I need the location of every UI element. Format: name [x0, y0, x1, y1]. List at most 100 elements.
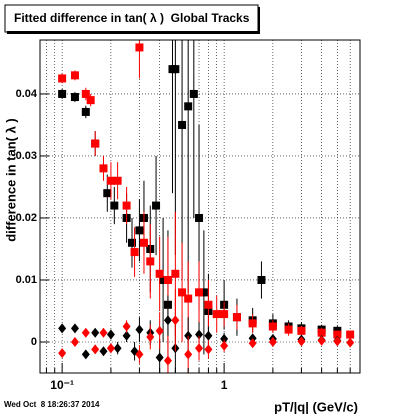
plot-area [58, 40, 355, 373]
point [195, 213, 204, 222]
point [81, 327, 90, 338]
point [91, 139, 100, 148]
point [81, 89, 90, 98]
point [113, 176, 122, 185]
point [86, 96, 95, 105]
point [70, 336, 79, 347]
point [81, 107, 90, 116]
point [122, 330, 131, 341]
point [163, 355, 172, 366]
y-axis-label: difference in tan( λ ) [3, 118, 18, 242]
point [346, 337, 355, 348]
point [159, 275, 168, 284]
point [106, 176, 115, 185]
point [317, 335, 326, 346]
axes: 0 0.01 0.02 0.03 0.04 10⁻¹ 1 [16, 88, 351, 392]
point [58, 89, 67, 98]
point [297, 326, 306, 335]
y-tick-label: 0.04 [16, 88, 38, 100]
point [171, 315, 180, 326]
point [70, 93, 79, 102]
point [58, 323, 67, 334]
point [110, 201, 119, 210]
title-box [4, 4, 259, 33]
point [155, 325, 164, 336]
point [178, 288, 187, 297]
point [204, 330, 213, 341]
point [195, 343, 204, 354]
point [128, 238, 137, 247]
point [146, 257, 155, 266]
y-tick-label: 0 [31, 336, 37, 348]
point [106, 343, 115, 354]
point [171, 269, 180, 278]
point [220, 333, 229, 344]
title-box-shadow [258, 7, 260, 34]
point [268, 322, 277, 331]
point [212, 310, 221, 319]
point [135, 324, 144, 335]
point [135, 349, 144, 360]
point [178, 120, 187, 129]
point [146, 332, 155, 343]
point [195, 288, 204, 297]
point [91, 327, 100, 338]
point [130, 248, 139, 257]
point [70, 323, 79, 334]
point [195, 329, 204, 340]
point [189, 89, 198, 98]
point [333, 330, 342, 339]
point [317, 328, 326, 337]
point [58, 348, 67, 359]
point [333, 336, 342, 347]
point [163, 275, 172, 284]
point [135, 43, 144, 52]
point [171, 65, 180, 74]
x-tick-label: 1 [221, 378, 228, 392]
chart-title: Fitted difference in tan( λ ) Global Tra… [14, 11, 250, 25]
point [113, 343, 122, 354]
y-tick-label: 0.01 [16, 274, 37, 286]
point [268, 336, 277, 347]
point [70, 71, 79, 80]
point [122, 201, 131, 210]
point [135, 226, 144, 235]
point [204, 300, 213, 309]
x-axis-label: pT/|q| (GeV/c) [274, 399, 358, 414]
point [297, 336, 306, 347]
y-tick-label: 0.02 [16, 212, 37, 224]
point [122, 321, 131, 332]
frame [39, 39, 361, 374]
point [152, 201, 161, 210]
point [184, 102, 193, 111]
point [184, 294, 193, 303]
point [99, 327, 108, 338]
point [103, 189, 112, 198]
point [99, 346, 108, 357]
point [248, 319, 257, 328]
point [163, 315, 172, 326]
timestamp: Wed Oct 8 18:26:37 2014 [4, 400, 100, 409]
point [248, 338, 257, 349]
point [257, 275, 266, 284]
point [99, 164, 108, 173]
title-box-shadow [7, 31, 260, 34]
point [58, 74, 67, 83]
point [220, 310, 229, 319]
point [346, 330, 355, 339]
point [106, 329, 115, 340]
point [91, 344, 100, 355]
point [284, 325, 293, 334]
x-tick-label: 10⁻¹ [50, 378, 74, 392]
point [220, 340, 229, 351]
point [232, 313, 241, 322]
point [139, 238, 148, 247]
point [155, 352, 164, 363]
point [81, 349, 90, 360]
point [155, 269, 164, 278]
point [199, 288, 208, 297]
point [184, 349, 193, 360]
y-tick-label: 0.03 [16, 150, 37, 162]
